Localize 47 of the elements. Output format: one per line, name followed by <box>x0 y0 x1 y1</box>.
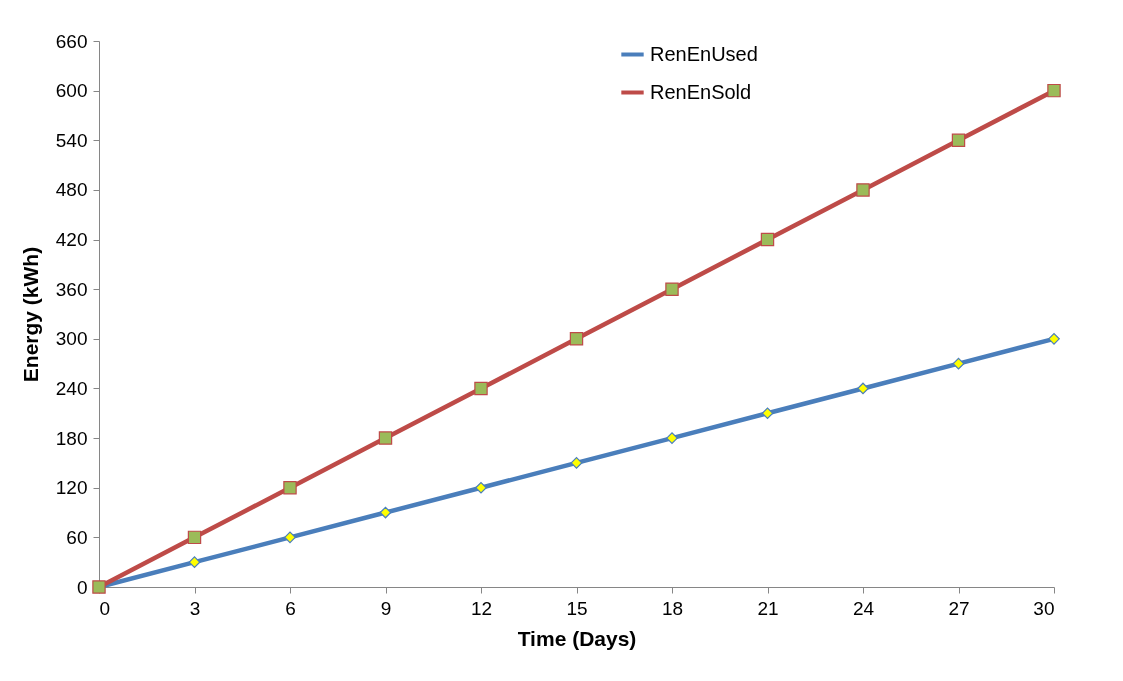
point <box>284 531 296 544</box>
y-tick-label: 300 <box>55 328 88 350</box>
x-tick-label: 15 <box>566 597 588 619</box>
point <box>187 530 202 545</box>
point <box>760 232 775 247</box>
point <box>666 432 678 444</box>
x-tick-label: 12 <box>470 597 493 619</box>
x-tick-label: 18 <box>661 597 684 619</box>
y-tick-label: 120 <box>55 477 88 499</box>
x-tick-label: 3 <box>189 597 201 619</box>
point <box>188 556 201 569</box>
point <box>474 381 488 396</box>
point <box>761 407 774 420</box>
x-tick-label: 30 <box>1033 597 1055 619</box>
point <box>569 332 584 346</box>
y-tick-label: 60 <box>66 526 88 548</box>
point <box>857 382 869 395</box>
point <box>856 183 870 197</box>
point <box>1047 83 1061 98</box>
point <box>665 282 679 296</box>
y-tick-label: 660 <box>55 30 88 52</box>
legend-label: RenEnSold <box>650 80 752 103</box>
y-axis-title: Energy (kWh) <box>18 246 42 383</box>
y-tick-label: 0 <box>76 576 88 598</box>
point <box>951 133 966 147</box>
point <box>952 357 965 370</box>
y-tick-label: 540 <box>55 129 88 151</box>
x-axis-title: Time (Days) <box>517 626 637 650</box>
point <box>379 506 392 519</box>
x-tick-label: 21 <box>757 597 779 619</box>
y-tick-label: 480 <box>55 179 88 201</box>
y-tick-label: 240 <box>55 377 88 399</box>
y-tick-label: 180 <box>55 427 88 449</box>
x-tick-label: 9 <box>380 597 392 619</box>
point <box>570 457 583 469</box>
y-tick-label: 600 <box>55 80 88 102</box>
x-tick-label: 27 <box>948 597 970 619</box>
x-tick-label: 24 <box>852 597 875 619</box>
point <box>378 431 393 445</box>
point <box>283 481 297 495</box>
y-tick-label: 420 <box>55 229 88 251</box>
y-tick-label: 360 <box>55 278 88 300</box>
legend-label: RenEnUsed <box>650 42 758 65</box>
point <box>1048 332 1060 345</box>
x-tick-label: 6 <box>285 597 296 619</box>
point <box>475 481 487 494</box>
x-tick-label: 0 <box>99 597 111 619</box>
